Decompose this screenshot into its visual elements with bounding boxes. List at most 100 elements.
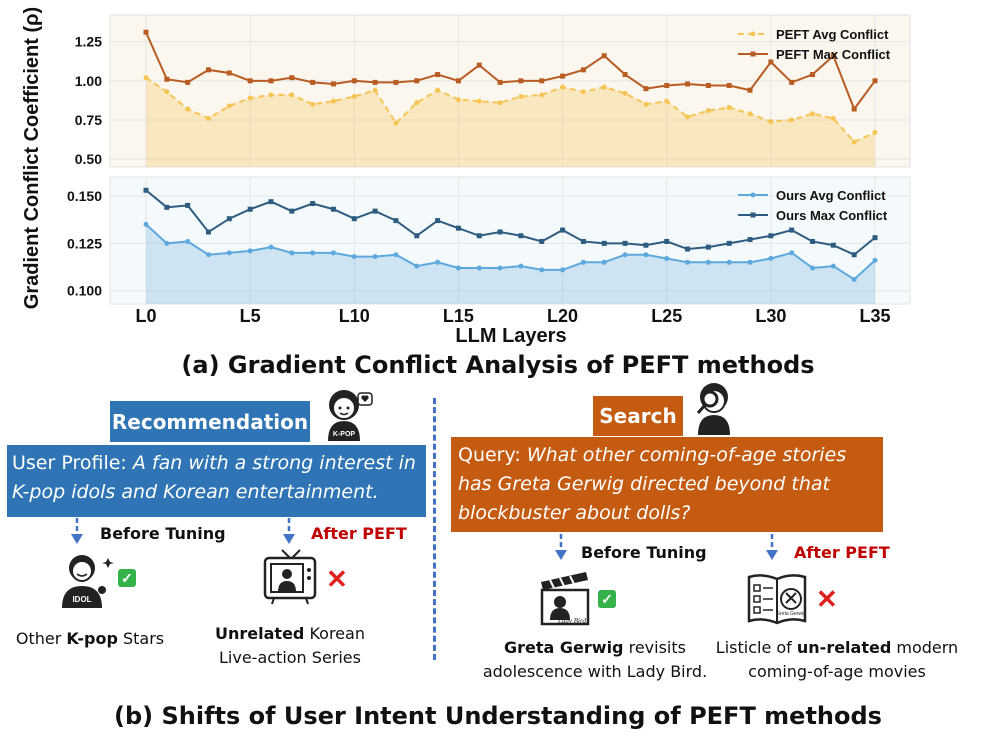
data-point <box>747 259 753 265</box>
search-after-result-post: modern <box>891 638 959 657</box>
data-point <box>205 67 211 73</box>
clapperboard-icon: Lady Bird <box>540 572 590 626</box>
data-point <box>872 130 878 136</box>
data-point <box>372 79 378 85</box>
data-point <box>143 29 149 35</box>
series-line <box>145 223 876 281</box>
rec-after-cross-icon: ✕ <box>326 564 348 594</box>
data-point <box>560 73 566 79</box>
y-tick-label: 0.150 <box>67 188 102 204</box>
data-point <box>372 87 378 93</box>
searcher-avatar-icon <box>696 383 730 435</box>
data-point <box>851 139 857 145</box>
data-point <box>643 86 649 92</box>
rec-before-result-bold: K-pop <box>66 629 118 648</box>
data-point <box>622 240 628 246</box>
legend-marker <box>750 192 756 198</box>
tv-series-icon <box>263 549 317 605</box>
x-tick-label: L15 <box>443 306 474 326</box>
data-point <box>685 114 691 120</box>
data-point <box>185 202 191 208</box>
x-axis: L0 L5 L10 L15 L20 L25 L30 L35 <box>135 306 890 326</box>
rec-before-check-icon: ✓ <box>118 569 136 587</box>
search-before-result-bold: Greta Gerwig <box>504 638 624 657</box>
data-point <box>455 265 461 271</box>
data-point <box>268 92 274 98</box>
data-point <box>247 248 253 254</box>
rec-after-result: Unrelated Korean Live-action Series <box>200 622 380 670</box>
data-point <box>226 103 232 109</box>
data-point <box>205 229 211 235</box>
search-before-result-line2: adolescence with Lady Bird. <box>482 662 708 681</box>
data-point <box>289 208 295 214</box>
search-after-result: Listicle of un-related modern coming-of-a… <box>712 636 962 684</box>
data-point <box>768 256 774 262</box>
search-before-tuning-label: Before Tuning <box>581 543 707 562</box>
data-point <box>455 78 461 84</box>
data-point <box>747 87 753 93</box>
figure-title-b: (b) Shifts of User Intent Understanding … <box>114 702 882 730</box>
search-before-result-post: revisits <box>623 638 686 657</box>
data-point <box>310 201 316 207</box>
data-point <box>310 79 316 85</box>
data-point <box>455 97 461 103</box>
legend-label: Ours Avg Conflict <box>776 188 886 203</box>
data-point <box>601 53 607 59</box>
x-tick-label: L35 <box>859 306 890 326</box>
data-point <box>393 218 399 224</box>
data-point <box>851 252 857 258</box>
data-point <box>664 238 670 244</box>
data-point <box>226 216 232 222</box>
figure-title-a: (a) Gradient Conflict Analysis of PEFT m… <box>181 351 815 379</box>
data-point <box>330 81 336 87</box>
data-point <box>705 83 711 89</box>
rec-before-result: Other K-pop Stars <box>0 627 180 651</box>
data-point <box>497 100 503 106</box>
panel-background <box>109 176 911 305</box>
data-point <box>205 252 211 258</box>
data-point <box>622 90 628 96</box>
data-point <box>643 252 649 258</box>
rec-after-result-post: Korean <box>304 624 365 643</box>
data-point <box>518 233 524 239</box>
search-after-result-bold: un-related <box>796 638 892 657</box>
data-point <box>685 259 691 265</box>
ours-panel: 0.100 0.125 0.150 Ours Avg Conflict Ours Max… <box>67 176 911 305</box>
data-point <box>539 267 545 273</box>
clapper-caption: Lady Bird <box>557 617 586 625</box>
data-point <box>289 250 295 256</box>
data-point <box>601 84 607 90</box>
data-point <box>476 62 482 68</box>
x-axis-label: LLM Layers <box>455 325 566 347</box>
data-point <box>310 250 316 256</box>
data-point <box>810 111 816 117</box>
data-point <box>164 204 170 210</box>
y-tick-label: 1.00 <box>75 73 102 89</box>
data-point <box>726 259 732 265</box>
data-point <box>435 87 441 93</box>
data-point <box>539 78 545 84</box>
data-point <box>872 78 878 84</box>
rec-after-result-line2: Live-action Series <box>219 648 361 667</box>
data-point <box>143 187 149 193</box>
data-point <box>226 70 232 76</box>
data-point <box>643 101 649 107</box>
x-tick-label: L25 <box>651 306 682 326</box>
data-point <box>435 259 441 265</box>
open-book-icon: Greta Gerwig <box>747 574 807 625</box>
data-point <box>664 98 670 104</box>
data-point <box>601 259 607 265</box>
data-point <box>164 89 170 95</box>
data-point <box>205 115 211 121</box>
data-point <box>414 233 420 239</box>
data-point <box>830 53 836 59</box>
series-area <box>146 77 875 167</box>
idol-singer-icon: IDOL <box>62 555 114 608</box>
data-point <box>497 79 503 85</box>
data-point <box>664 83 670 89</box>
rec-after-arrow <box>283 518 295 544</box>
data-point <box>185 79 191 85</box>
data-point <box>810 238 816 244</box>
data-point <box>268 244 274 250</box>
data-point <box>789 79 795 85</box>
